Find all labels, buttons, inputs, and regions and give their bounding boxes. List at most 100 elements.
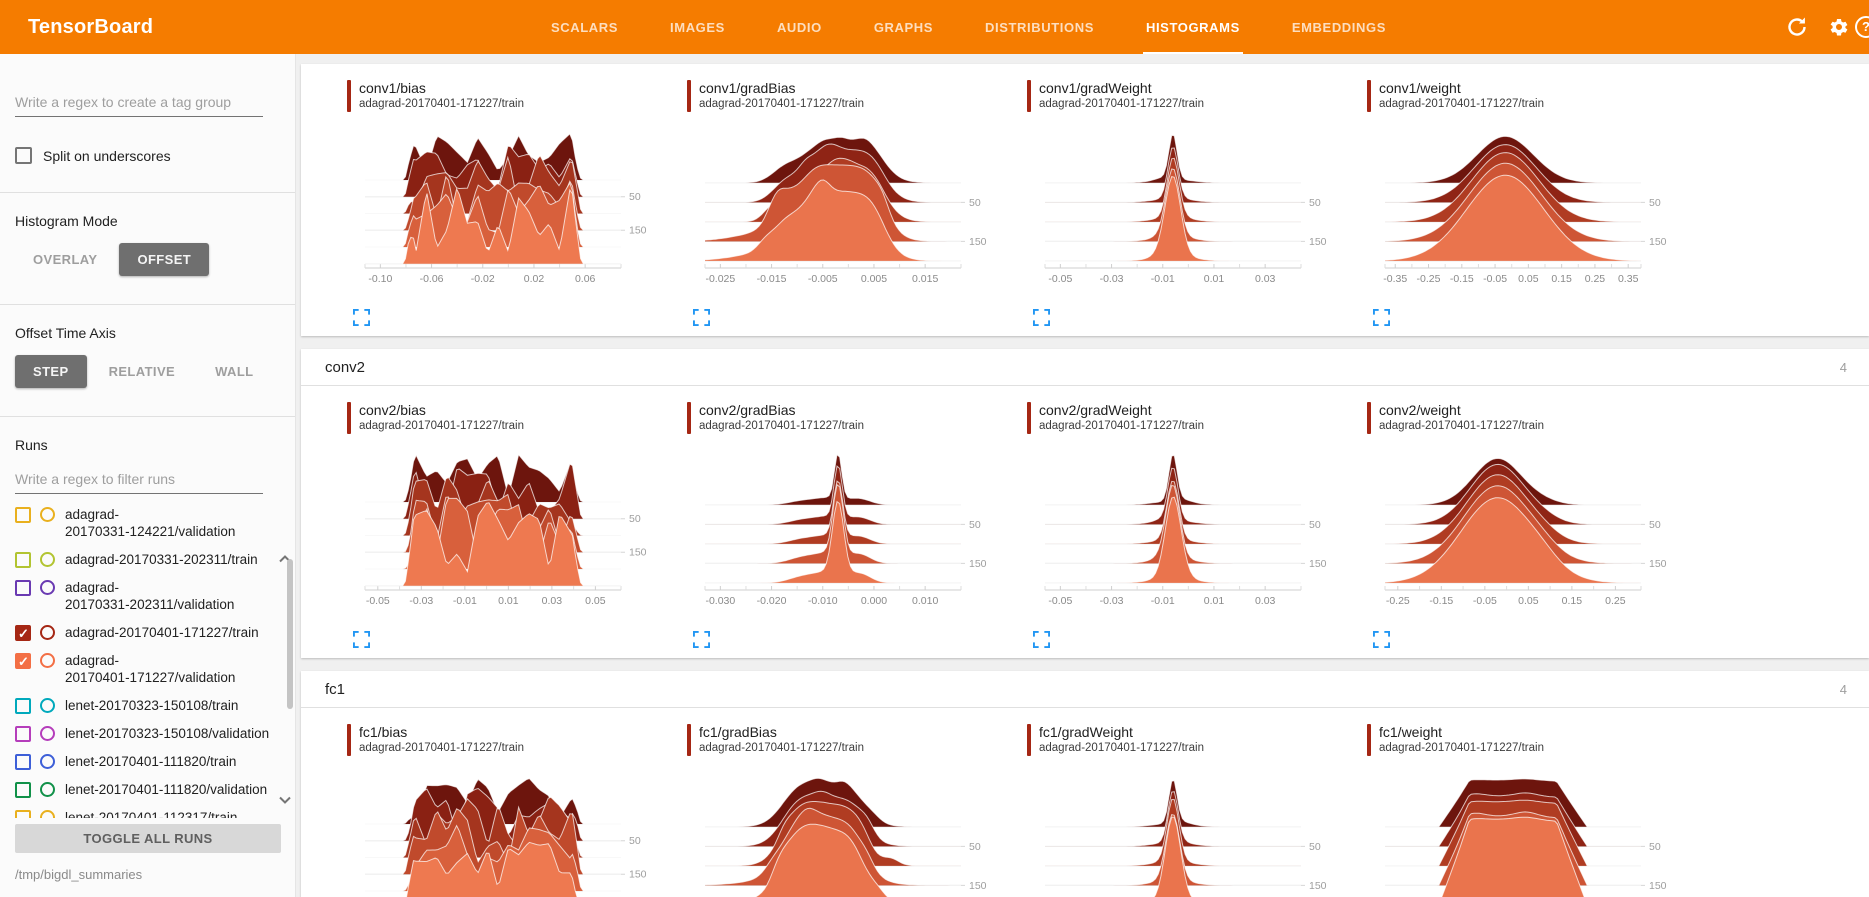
tab-graphs[interactable]: GRAPHS [873, 20, 934, 35]
expand-chart-icon[interactable] [1033, 631, 1050, 648]
settings-icon[interactable] [1827, 15, 1851, 39]
run-radio[interactable] [40, 726, 55, 741]
run-checkbox[interactable] [15, 580, 31, 596]
run-item[interactable]: lenet-20170401-112317/train [15, 803, 281, 818]
expand-chart-icon[interactable] [1373, 631, 1390, 648]
run-checkbox[interactable] [15, 754, 31, 770]
y-tick-label: 50 [1649, 841, 1661, 853]
histogram-plot[interactable]: 50 150 -0.05 -0.03 -0.01 0.01 0.03 [1027, 440, 1357, 616]
run-item[interactable]: lenet-20170323-150108/train [15, 691, 281, 719]
mode-offset-button[interactable]: OFFSET [119, 243, 210, 276]
run-checkbox[interactable] [15, 726, 31, 742]
run-radio[interactable] [40, 580, 55, 595]
histogram-plot[interactable]: 50 150 -0.025 -0.015 -0.005 0.005 0.015 [687, 118, 1017, 294]
histogram-chart: conv1/gradWeight adagrad-20170401-171227/… [1027, 80, 1367, 328]
mode-overlay-button[interactable]: OVERLAY [33, 252, 98, 267]
histogram-ridge [705, 501, 961, 583]
histogram-plot[interactable]: 50 150 -0.030 -0.020 -0.010 0.000 0.010 [687, 440, 1017, 616]
axis-wall-button[interactable]: WALL [215, 364, 254, 379]
x-tick-label: -0.030 [705, 595, 735, 607]
run-radio[interactable] [40, 698, 55, 713]
histogram-plot[interactable]: 50 150 [1027, 762, 1357, 897]
histogram-plot[interactable]: 50 150 -0.10 -0.06 -0.02 0.02 0.06 [347, 118, 677, 294]
expand-chart-icon[interactable] [693, 309, 710, 326]
histogram-ridge [705, 180, 961, 261]
expand-chart-icon[interactable] [1373, 309, 1390, 326]
run-checkbox[interactable] [15, 782, 31, 798]
x-tick-label: -0.01 [1151, 595, 1175, 607]
histogram-ridge [1045, 176, 1301, 261]
expand-chart-icon[interactable] [353, 631, 370, 648]
expand-chart-icon[interactable] [1033, 309, 1050, 326]
x-tick-label: -0.35 [1383, 273, 1407, 285]
histogram-plot[interactable]: 50 150 [1367, 762, 1697, 897]
run-radio[interactable] [40, 552, 55, 567]
x-tick-label: -0.05 [1473, 595, 1497, 607]
tab-embeddings[interactable]: EMBEDDINGS [1291, 20, 1386, 35]
run-color-bar [687, 402, 691, 434]
run-item[interactable]: ✓ adagrad- 20170401-171227/validation [15, 646, 281, 691]
run-checkbox[interactable] [15, 810, 31, 818]
y-tick-label: 50 [629, 513, 641, 525]
histogram-plot[interactable]: 50 150 -0.05 -0.03 -0.01 0.01 0.03 [1027, 118, 1357, 294]
histogram-chart: conv1/bias adagrad-20170401-171227/train 5… [347, 80, 687, 328]
run-item[interactable]: adagrad- 20170331-202311/validation [15, 573, 281, 618]
chart-title: fc1/gradBias [699, 724, 777, 740]
y-tick-label: 150 [629, 225, 647, 237]
tab-distributions[interactable]: DISTRIBUTIONS [985, 20, 1094, 35]
histogram-plot[interactable]: 50 150 [347, 762, 677, 897]
run-item[interactable]: lenet-20170323-150108/validation [15, 719, 281, 747]
run-radio[interactable] [40, 754, 55, 769]
tab-images[interactable]: IMAGES [670, 20, 725, 35]
expand-chart-icon[interactable] [353, 309, 370, 326]
tag-regex-input[interactable] [15, 90, 263, 117]
expand-chart-icon[interactable] [693, 631, 710, 648]
run-checkbox[interactable] [15, 552, 31, 568]
run-item[interactable]: lenet-20170401-111820/validation [15, 775, 281, 803]
axis-step-button[interactable]: STEP [15, 355, 87, 388]
category-header-fc1[interactable]: fc1 4 [301, 671, 1869, 708]
x-tick-label: -0.02 [471, 273, 495, 285]
run-radio[interactable] [40, 782, 55, 797]
run-item[interactable]: adagrad- 20170331-124221/validation [15, 500, 281, 545]
runs-regex-input[interactable] [15, 467, 263, 494]
tab-audio[interactable]: AUDIO [776, 20, 822, 35]
run-radio[interactable] [40, 810, 55, 818]
run-item[interactable]: adagrad-20170331-202311/train [15, 545, 281, 573]
x-tick-label: 0.03 [1255, 273, 1276, 285]
run-color-bar [1027, 80, 1031, 112]
run-item[interactable]: lenet-20170401-111820/train [15, 747, 281, 775]
run-radio[interactable] [40, 507, 55, 522]
run-radio[interactable] [40, 625, 55, 640]
run-color-bar [1027, 402, 1031, 434]
category-chart-count: 4 [1839, 681, 1847, 697]
toggle-all-runs-button[interactable]: TOGGLE ALL RUNS [15, 824, 281, 853]
tab-scalars[interactable]: SCALARS [551, 20, 619, 35]
run-checkbox[interactable]: ✓ [15, 625, 31, 641]
refresh-icon[interactable] [1785, 15, 1809, 39]
histogram-plot[interactable]: 50 150 -0.05 -0.03 -0.01 0.01 0.03 0.05 [347, 440, 677, 616]
run-checkbox[interactable]: ✓ [15, 653, 31, 669]
chart-run-name: adagrad-20170401-171227/train [1379, 98, 1544, 110]
histogram-ridge [406, 842, 578, 897]
histogram-plot[interactable]: 50 150 -0.35 -0.25 -0.15 -0.05 0.05 0.15 0.25 0.3… [1367, 118, 1697, 294]
histogram-plot[interactable]: 50 150 [687, 762, 1017, 897]
run-radio[interactable] [40, 653, 55, 668]
app-title: TensorBoard [28, 15, 154, 38]
split-underscores-checkbox[interactable] [15, 147, 32, 164]
help-icon[interactable]: ? [1855, 16, 1869, 38]
runs-scrollbar[interactable] [287, 559, 293, 709]
tab-histograms[interactable]: HISTOGRAMS [1142, 0, 1243, 54]
run-checkbox[interactable] [15, 507, 31, 523]
histogram-ridge [365, 502, 621, 586]
chart-run-name: adagrad-20170401-171227/train [1379, 420, 1544, 432]
run-item[interactable]: ✓ adagrad-20170401-171227/train [15, 618, 281, 646]
scroll-down-icon[interactable] [278, 796, 292, 805]
chart-run-name: adagrad-20170401-171227/train [1039, 420, 1204, 432]
axis-relative-button[interactable]: RELATIVE [108, 364, 176, 379]
run-checkbox[interactable] [15, 698, 31, 714]
category-header-conv2[interactable]: conv2 4 [301, 349, 1869, 386]
run-color-bar [347, 80, 351, 112]
x-tick-label: -0.020 [757, 595, 787, 607]
histogram-plot[interactable]: 50 150 -0.25 -0.15 -0.05 0.05 0.15 0.25 [1367, 440, 1697, 616]
